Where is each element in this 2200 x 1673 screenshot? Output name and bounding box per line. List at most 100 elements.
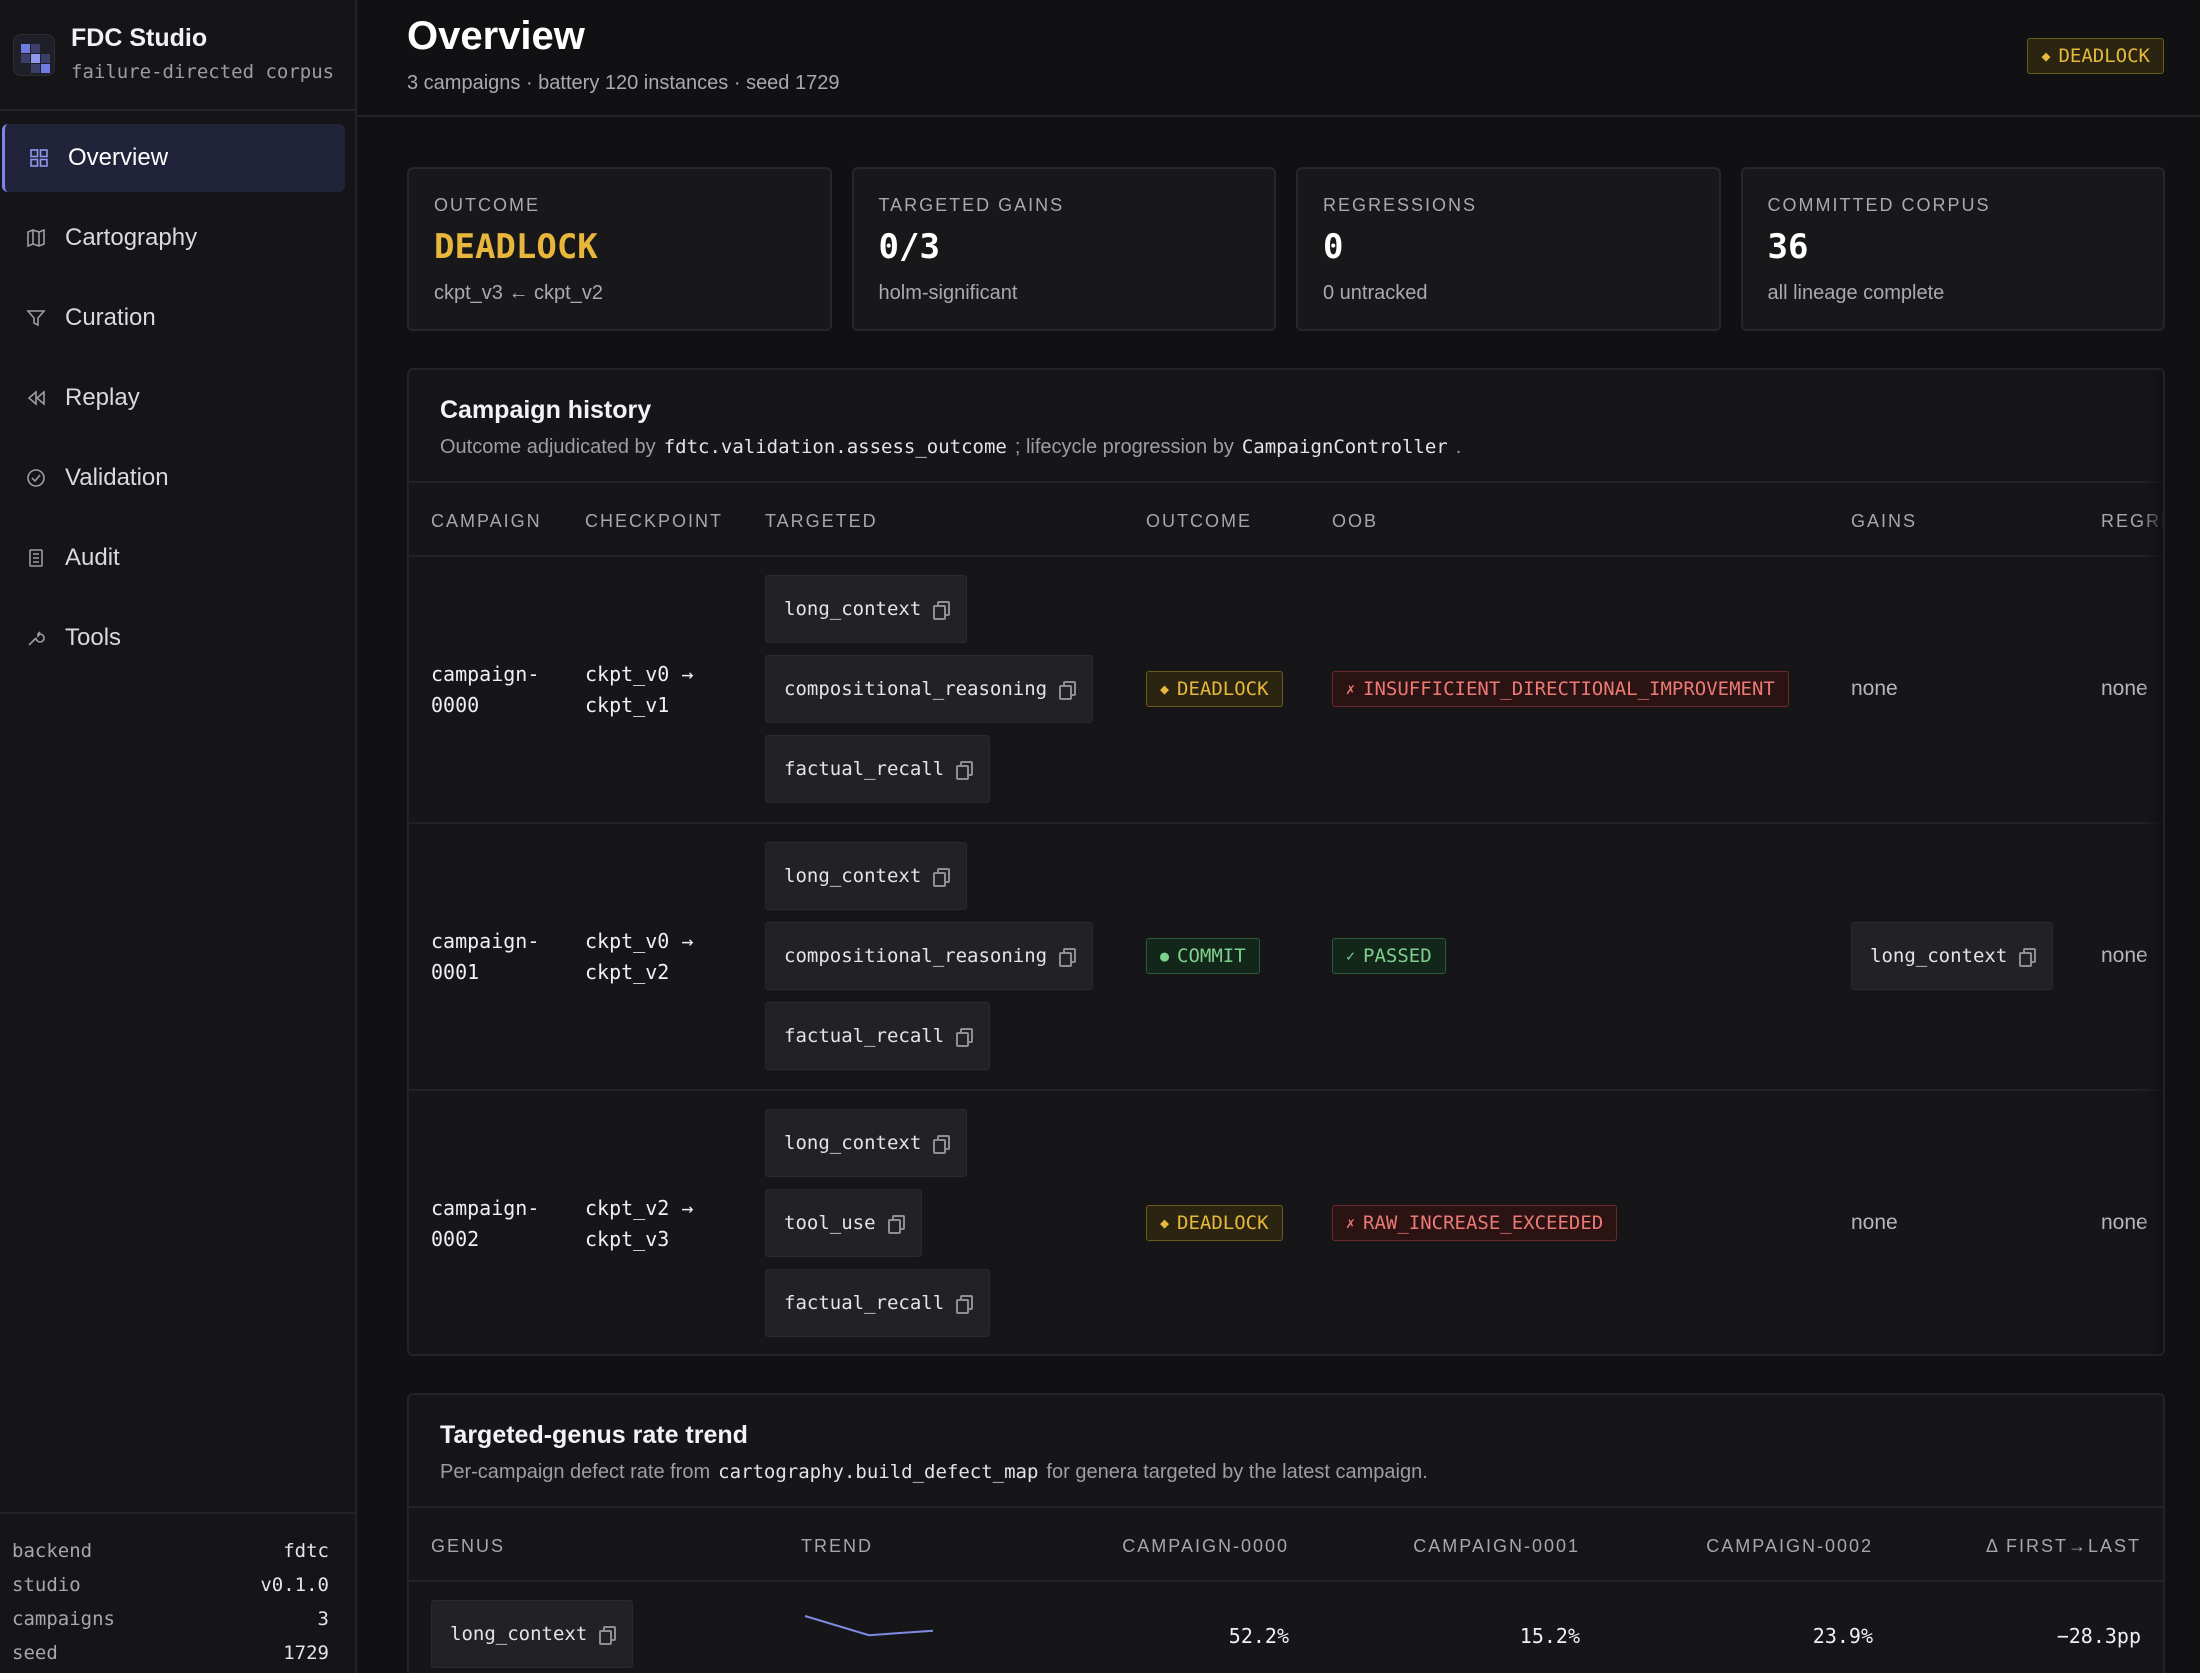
- dot-icon: ●: [1160, 947, 1170, 965]
- column-header-outcome[interactable]: OUTCOME: [1146, 511, 1252, 531]
- genus-label: tool_use: [784, 1212, 876, 1234]
- sidebar-item-label: Curation: [65, 304, 156, 331]
- code-ref: CampaignController: [1241, 436, 1448, 458]
- copy-icon[interactable]: [933, 1134, 951, 1154]
- kpi-targeted-gains: TARGETED GAINS 0/3 holm-significant: [851, 167, 1276, 331]
- oob-badge: ✗ INSUFFICIENT_DIRECTIONAL_IMPROVEMENT: [1332, 671, 1789, 707]
- info-row-campaigns: campaigns 3: [0, 1602, 355, 1636]
- checkpoint-transition: ckpt_v2 → ckpt_v3: [585, 1196, 694, 1251]
- regressions-value: none: [2101, 944, 2148, 967]
- column-header-delta[interactable]: Δ FIRST→LAST: [1985, 1536, 2141, 1556]
- oob-badge: ✓ PASSED: [1332, 938, 1446, 974]
- genus-chip[interactable]: long_context: [765, 575, 968, 643]
- table-row[interactable]: campaign- 0000 ckpt_v0 → ckpt_v1 long_co…: [409, 557, 2163, 824]
- info-value: fdtc: [283, 1540, 329, 1562]
- sidebar-item-cartography[interactable]: Cartography: [2, 204, 345, 272]
- sidebar-item-audit[interactable]: Audit: [2, 524, 345, 592]
- info-key: backend: [12, 1540, 93, 1562]
- wrench-icon: [28, 631, 45, 646]
- sidebar-item-label: Overview: [68, 144, 169, 171]
- table-row[interactable]: campaign- 0002 ckpt_v2 → ckpt_v3 long_co…: [409, 1091, 2163, 1354]
- genus-label: long_context: [784, 598, 922, 620]
- oob-badge: ✗ RAW_INCREASE_EXCEEDED: [1332, 1205, 1618, 1241]
- sidebar-item-replay[interactable]: Replay: [2, 364, 345, 432]
- sidebar-item-tools[interactable]: Tools: [2, 604, 345, 672]
- column-header-campaign-0002[interactable]: CAMPAIGN-0002: [1706, 1536, 1873, 1556]
- check-icon: ✓: [1346, 947, 1356, 965]
- copy-icon[interactable]: [2019, 947, 2037, 967]
- campaign-id[interactable]: campaign- 0002: [431, 1196, 540, 1251]
- page-subtitle: 3 campaigns · battery 120 instances · se…: [407, 72, 840, 94]
- checkpoint-transition: ckpt_v0 → ckpt_v1: [585, 662, 694, 717]
- desc-text: .: [1455, 436, 1462, 458]
- genus-chip[interactable]: factual_recall: [765, 1269, 991, 1337]
- genus-chip[interactable]: factual_recall: [765, 1002, 991, 1070]
- copy-icon[interactable]: [956, 1027, 974, 1047]
- copy-icon[interactable]: [1059, 947, 1077, 967]
- campaign-id[interactable]: campaign- 0001: [431, 929, 540, 984]
- copy-icon[interactable]: [1059, 680, 1077, 700]
- column-header-targeted[interactable]: TARGETED: [765, 511, 878, 531]
- column-header-campaign[interactable]: CAMPAIGN: [431, 511, 542, 531]
- column-header-gains[interactable]: GAINS: [1851, 511, 1918, 531]
- info-value: 3: [317, 1608, 329, 1630]
- genus-chip[interactable]: compositional_reasoning: [765, 655, 1094, 723]
- column-header-trend[interactable]: TREND: [801, 1536, 873, 1556]
- table-header: CAMPAIGN CHECKPOINT TARGETED OUTCOME OOB…: [409, 483, 2163, 557]
- kpi-sub: ckpt_v3 ← ckpt_v2: [434, 282, 603, 304]
- copy-icon[interactable]: [887, 1214, 905, 1234]
- outcome-label: DEADLOCK: [1177, 1212, 1269, 1234]
- sidebar-item-label: Validation: [65, 464, 169, 491]
- gains-chip[interactable]: long_context: [1851, 922, 2054, 990]
- diamond-icon: ◆: [1160, 680, 1170, 698]
- genus-chip[interactable]: tool_use: [765, 1189, 922, 1257]
- column-header-checkpoint[interactable]: CHECKPOINT: [585, 511, 724, 531]
- sidebar-item-label: Tools: [65, 624, 122, 651]
- gains-value: none: [1851, 1211, 1898, 1234]
- copy-icon[interactable]: [599, 1625, 617, 1645]
- genus-label: compositional_reasoning: [784, 678, 1048, 700]
- panel-description: Per-campaign defect rate from cartography…: [440, 1461, 1428, 1484]
- rewind-icon: [27, 390, 45, 406]
- genus-chip[interactable]: long_context: [431, 1600, 634, 1668]
- kpi-regressions: REGRESSIONS 0 0 untracked: [1296, 167, 1721, 331]
- table-row[interactable]: long_context 52.2% 15.2% 23.9% −28.3pp: [409, 1582, 2163, 1673]
- genus-chip[interactable]: factual_recall: [765, 735, 991, 803]
- page-header: Overview 3 campaigns · battery 120 insta…: [357, 0, 2200, 117]
- copy-icon[interactable]: [956, 760, 974, 780]
- code-ref: cartography.build_defect_map: [718, 1461, 1039, 1483]
- kpi-cards: OUTCOME DEADLOCK ckpt_v3 ← ckpt_v2 TARGE…: [407, 167, 2165, 331]
- genus-chip[interactable]: long_context: [765, 1109, 968, 1177]
- info-row-studio: studio v0.1.0: [0, 1568, 355, 1602]
- kpi-label: COMMITTED CORPUS: [1767, 195, 1991, 215]
- rate-campaign-0001: 15.2%: [1519, 1624, 1580, 1648]
- info-value: v0.1.0: [260, 1574, 329, 1596]
- column-header-campaign-0000[interactable]: CAMPAIGN-0000: [1122, 1536, 1289, 1556]
- map-icon: [27, 228, 45, 248]
- sidebar-item-curation[interactable]: Curation: [2, 284, 345, 352]
- table-row[interactable]: campaign- 0001 ckpt_v0 → ckpt_v2 long_co…: [409, 824, 2163, 1091]
- sidebar-nav: Overview Cartography Curation Replay Val…: [0, 124, 345, 684]
- copy-icon[interactable]: [933, 600, 951, 620]
- sidebar-item-validation[interactable]: Validation: [2, 444, 345, 512]
- column-header-campaign-0001[interactable]: CAMPAIGN-0001: [1413, 1536, 1580, 1556]
- panel-header: Targeted-genus rate trend Per-campaign d…: [409, 1395, 2163, 1508]
- kpi-sub: all lineage complete: [1767, 282, 1945, 304]
- status-badge-label: DEADLOCK: [2058, 45, 2150, 67]
- column-header-genus[interactable]: GENUS: [431, 1536, 506, 1556]
- genus-chip[interactable]: long_context: [765, 842, 968, 910]
- filter-icon: [26, 310, 46, 327]
- sidebar-item-label: Cartography: [65, 224, 198, 251]
- column-header-oob[interactable]: OOB: [1332, 511, 1379, 531]
- panel-title: Targeted-genus rate trend: [440, 1421, 748, 1449]
- code-ref: fdtc.validation.assess_outcome: [663, 436, 1007, 458]
- genus-label: compositional_reasoning: [784, 945, 1048, 967]
- kpi-label: TARGETED GAINS: [878, 195, 1065, 215]
- sidebar-item-overview[interactable]: Overview: [2, 124, 345, 192]
- outcome-label: COMMIT: [1177, 945, 1246, 967]
- oob-label: PASSED: [1363, 945, 1432, 967]
- genus-chip[interactable]: compositional_reasoning: [765, 922, 1094, 990]
- campaign-id[interactable]: campaign- 0000: [431, 662, 540, 717]
- copy-icon[interactable]: [956, 1294, 974, 1314]
- copy-icon[interactable]: [933, 867, 951, 887]
